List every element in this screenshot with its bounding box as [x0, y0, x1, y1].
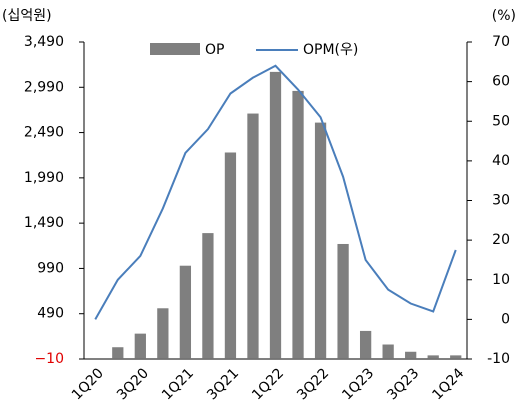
bar	[247, 113, 259, 359]
bar	[112, 347, 124, 359]
y2-tick-label: 30	[492, 193, 510, 209]
y2-tick-label: 70	[492, 34, 510, 50]
bar	[427, 355, 439, 359]
y2-tick-label: 0	[501, 311, 510, 327]
legend-label: OPM(우)	[303, 42, 358, 58]
bar	[202, 233, 214, 359]
x-tick-label: 3Q20	[114, 365, 152, 403]
y2-tick-label: 40	[492, 153, 510, 169]
x-tick-label: 3Q21	[204, 365, 242, 403]
y-tick-label: 2,990	[24, 79, 64, 95]
y2-tick-label: 60	[492, 74, 510, 90]
y2-tick-label: -10	[487, 351, 510, 367]
legend-label: OP	[205, 42, 224, 58]
y2-unit: (%)	[492, 8, 516, 24]
bar	[359, 330, 372, 359]
x-tick-label: 3Q22	[294, 365, 332, 403]
bar	[157, 308, 169, 359]
bar	[337, 243, 349, 359]
legend-swatch	[150, 43, 200, 55]
y-tick-label: 990	[37, 260, 64, 276]
bar	[269, 71, 282, 359]
bar	[179, 265, 192, 359]
bar	[314, 122, 327, 359]
y-tick-label: −10	[34, 351, 64, 367]
y-tick-label: 2,490	[24, 125, 64, 141]
x-tick-label: 1Q21	[159, 365, 197, 403]
y-tick-label: 490	[37, 306, 64, 322]
bar	[292, 90, 304, 359]
x-tick-label: 1Q20	[69, 365, 107, 403]
bar	[224, 152, 237, 359]
y2-tick-label: 20	[492, 232, 510, 248]
y-tick-label: 1,490	[24, 215, 64, 231]
y-unit: (십억원)	[2, 8, 52, 24]
y-tick-label: 3,490	[24, 34, 64, 50]
bar	[405, 351, 417, 359]
bar	[382, 344, 394, 359]
line	[94, 64, 457, 320]
bar	[134, 333, 146, 359]
x-tick-label: 1Q22	[249, 365, 287, 403]
y2-tick-label: 10	[492, 272, 510, 288]
x-tick-label: 1Q24	[429, 365, 467, 403]
x-tick-label: 1Q23	[339, 365, 377, 403]
y-tick-label: 1,990	[24, 170, 64, 186]
x-tick-label: 3Q23	[384, 365, 422, 403]
y2-tick-label: 50	[492, 113, 510, 129]
bar	[450, 355, 462, 359]
